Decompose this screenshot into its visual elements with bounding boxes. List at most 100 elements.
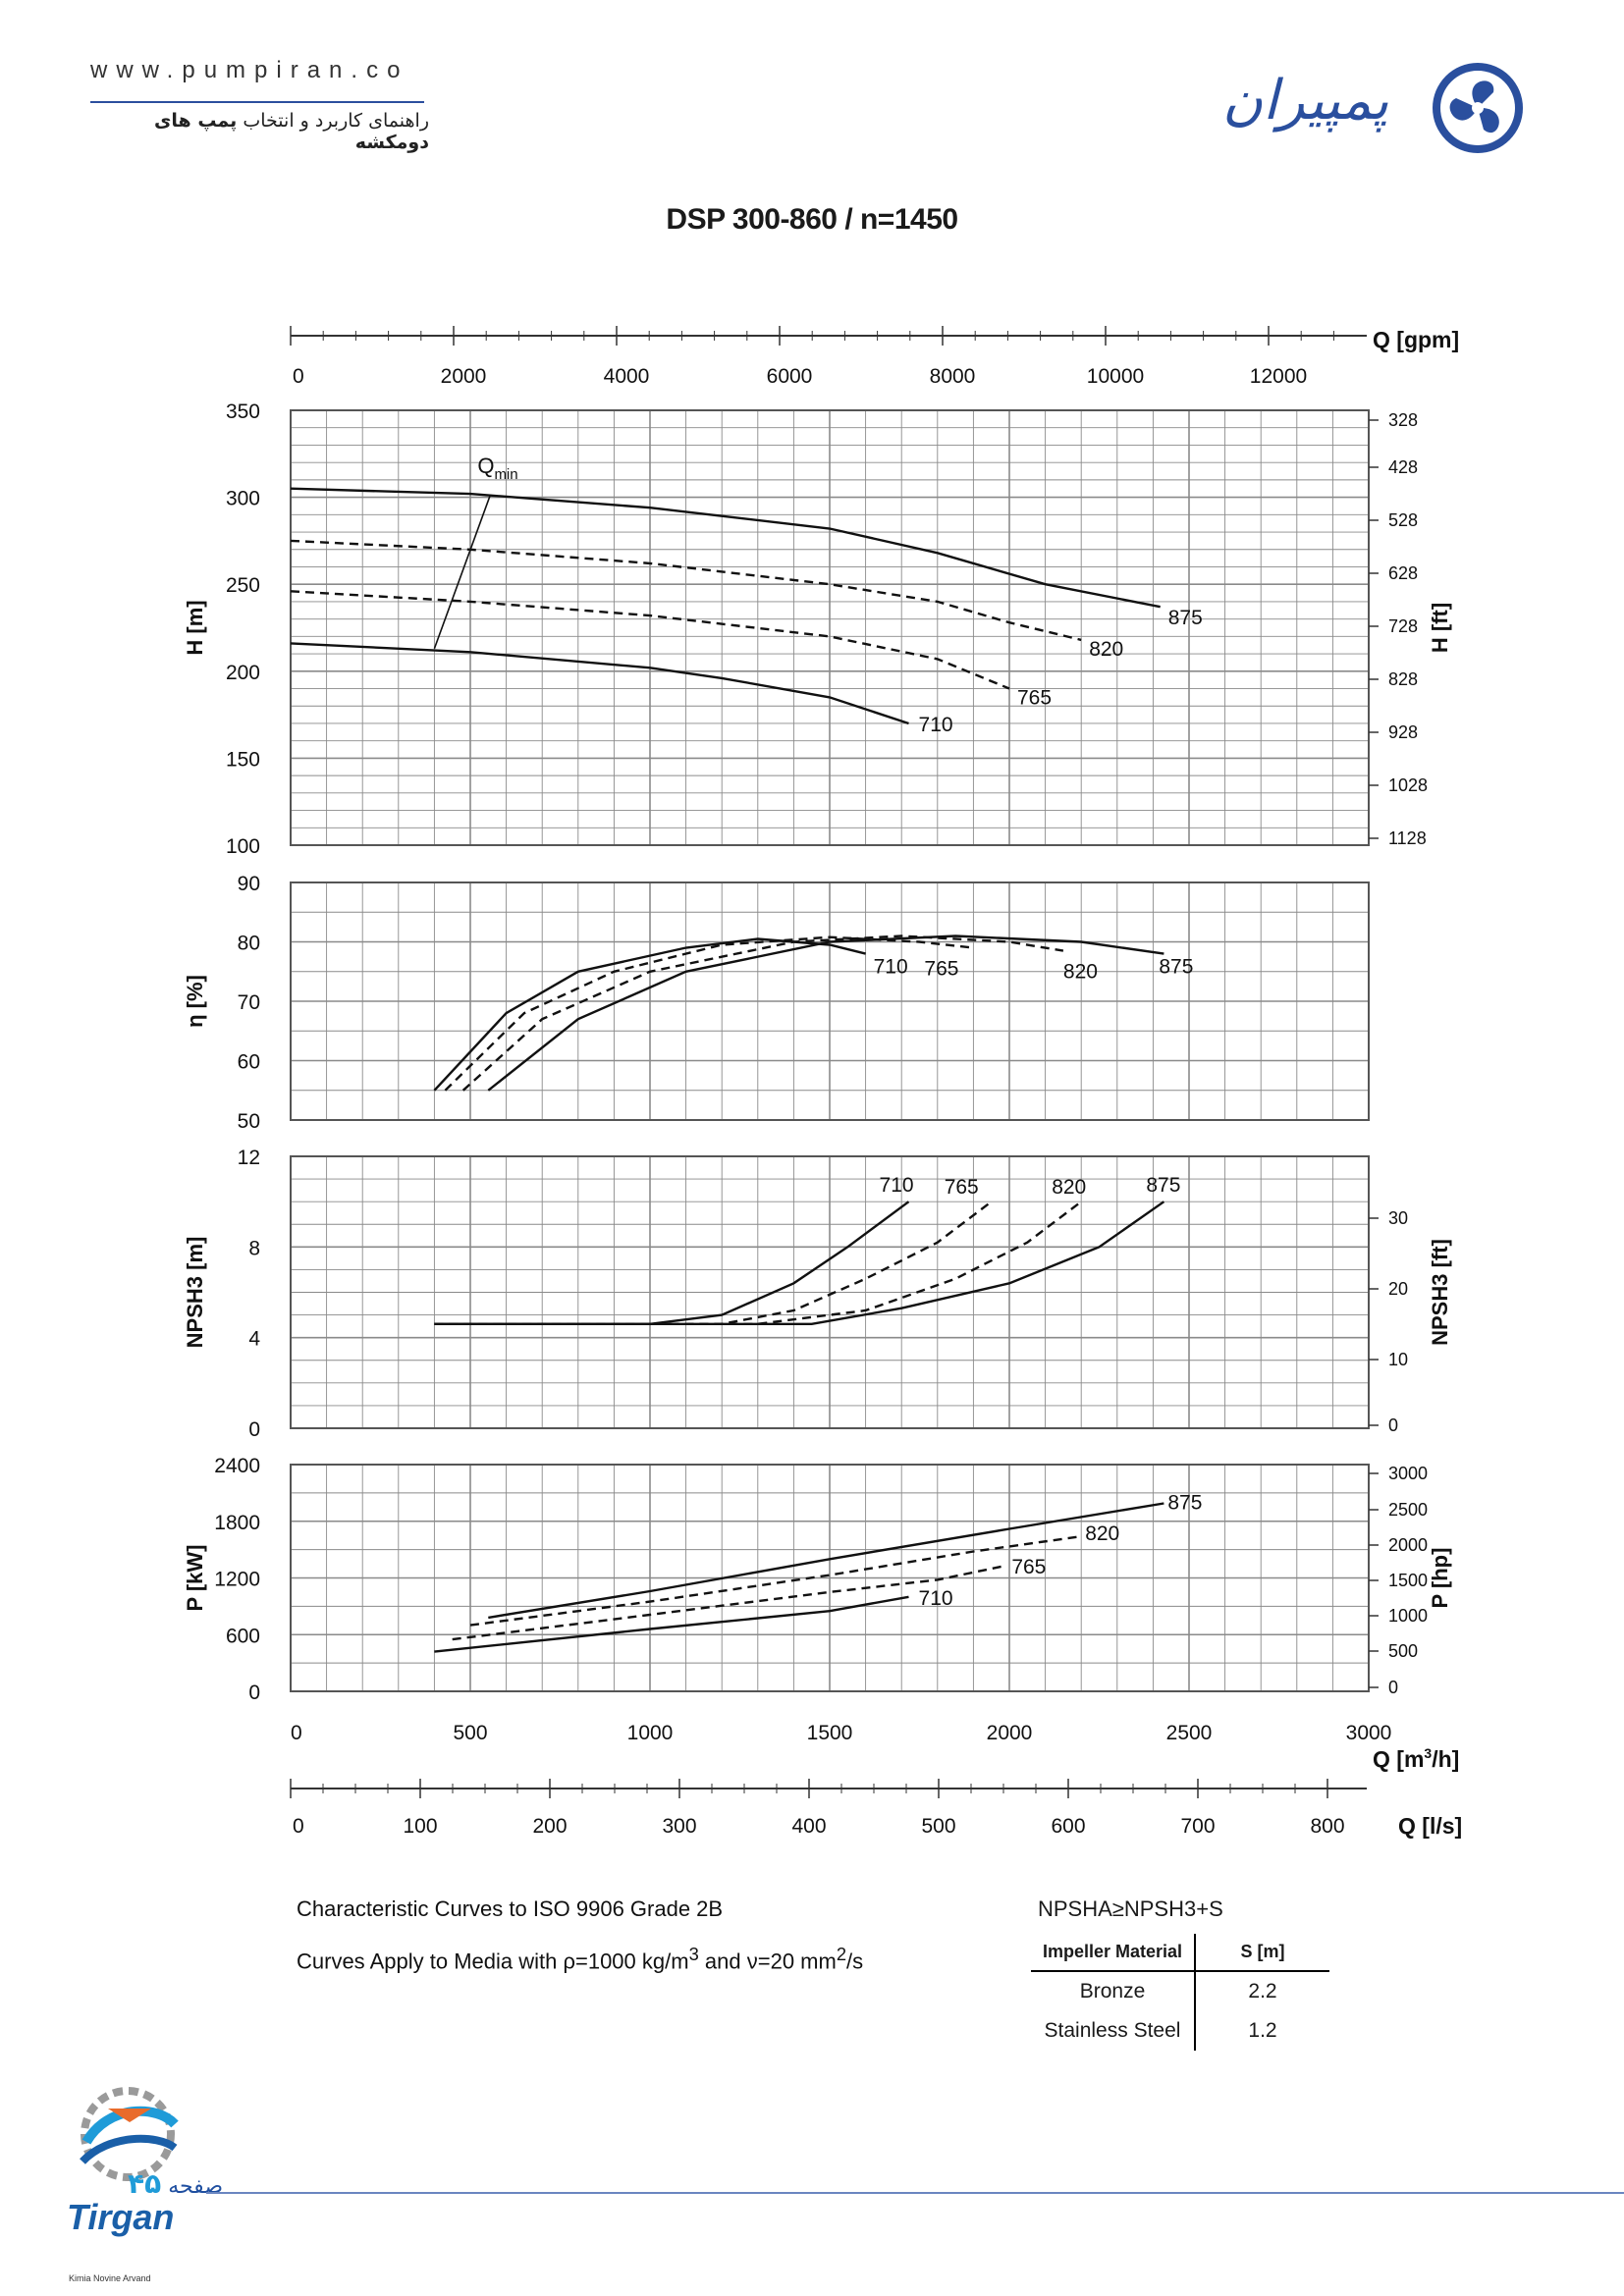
media-note-end: /s	[846, 1949, 864, 1974]
m3h-axis-label: Q [m3/h]	[1373, 1745, 1459, 1772]
y-tick-label: 4	[248, 1328, 260, 1351]
gpm-tick-label: 4000	[604, 365, 650, 388]
series-label-765: 765	[1011, 1556, 1046, 1578]
page-number: صفحه ۴۵	[128, 2167, 223, 2200]
y-tick-label: 1200	[214, 1569, 260, 1591]
gpm-tick-label: 2000	[441, 365, 487, 388]
series-line-875	[290, 487, 1161, 609]
right-tick-label: 828	[1388, 669, 1418, 689]
footer-rule	[206, 2192, 1624, 2194]
tirgan-name: Tirgan	[67, 2197, 175, 2237]
series-label-875: 875	[1167, 1491, 1202, 1514]
header-rule	[90, 101, 424, 103]
qmin-line	[433, 495, 491, 650]
series-line-710	[434, 1201, 910, 1325]
series-label-765: 765	[924, 958, 958, 981]
website-url[interactable]: www.pumpiran.co	[90, 57, 409, 83]
y-tick-label: 350	[226, 400, 260, 423]
series-label-765: 765	[945, 1176, 979, 1199]
right-tick-label: 628	[1388, 563, 1418, 583]
right-tick-label: 928	[1388, 722, 1418, 742]
series-line-765	[290, 590, 1010, 690]
m3h-tick-label: 1000	[627, 1722, 674, 1744]
y-tick-label: 70	[238, 991, 260, 1014]
table-row: Bronze 2.2	[1031, 1971, 1329, 2011]
right-tick-label: 1000	[1388, 1606, 1428, 1626]
ls-tick-label: 700	[1180, 1815, 1215, 1838]
y-tick-label: 80	[238, 933, 260, 955]
series-line-875	[487, 934, 1164, 1092]
media-note-rho: ρ=1000 kg/m	[563, 1949, 689, 1974]
right-tick-label: 20	[1388, 1279, 1408, 1299]
chart-notes: Characteristic Curves to ISO 9906 Grade …	[297, 1896, 863, 1996]
series-label-875: 875	[1146, 1174, 1180, 1197]
ls-axis-label: Q [l/s]	[1398, 1813, 1462, 1839]
header-subtitle-bold: پمپ های دومکشه	[153, 110, 429, 153]
series-label-710: 710	[919, 1587, 953, 1610]
y-tick-label: 300	[226, 488, 260, 510]
iso-note: Characteristic Curves to ISO 9906 Grade …	[297, 1896, 724, 1921]
pumpiran-logo-icon	[1433, 63, 1523, 153]
right-tick-label: 528	[1388, 510, 1418, 530]
y-tick-label: 200	[226, 662, 260, 684]
y-tick-label: 150	[226, 748, 260, 771]
brand-text: پمپیران	[1222, 69, 1389, 133]
gpm-axis-label: Q [gpm]	[1373, 327, 1459, 352]
table-cell-s: 1.2	[1248, 2019, 1277, 2042]
header-subtitle: راهنمای کاربرد و انتخاب پمپ های دومکشه	[90, 110, 429, 153]
ls-tick-label: 100	[403, 1815, 437, 1838]
media-note-a: Curves Apply to Media with	[297, 1949, 558, 1974]
media-note-b: and	[704, 1949, 741, 1974]
m3h-tick-label: 1500	[807, 1722, 853, 1744]
media-note: Curves Apply to Media with ρ=1000 kg/m3 …	[297, 1944, 864, 1974]
ls-tick-label: 500	[921, 1815, 955, 1838]
ls-tick-label: 800	[1310, 1815, 1344, 1838]
right-tick-label: 0	[1388, 1415, 1398, 1435]
m3h-tick-label: 2000	[987, 1722, 1033, 1744]
right-tick-label: 728	[1388, 616, 1418, 636]
right-axis-label: P [hp]	[1428, 1548, 1452, 1609]
panel-frame	[290, 1155, 1370, 1429]
y-tick-label: 60	[238, 1051, 260, 1074]
gpm-tick-label: 6000	[767, 365, 813, 388]
right-tick-label: 2500	[1388, 1500, 1428, 1520]
y-tick-label: 90	[238, 873, 260, 895]
series-line-875	[488, 1502, 1164, 1620]
qmin-label: Qmin	[477, 454, 517, 483]
y-tick-label: 0	[248, 1682, 260, 1704]
tirgan-subtitle: Kimia Novine Arvand	[69, 2273, 151, 2283]
series-line-820	[469, 1535, 1082, 1627]
gpm-tick-label: 0	[293, 365, 304, 388]
y-tick-label: 250	[226, 574, 260, 597]
y-tick-label: 600	[226, 1625, 260, 1647]
chart-title: DSP 300-860 / n=1450	[666, 203, 958, 236]
table-cell-s: 2.2	[1248, 1980, 1277, 2002]
ls-tick-label: 300	[662, 1815, 696, 1838]
y-axis-label: η [%]	[183, 975, 207, 1028]
m3h-tick-label: 3000	[1346, 1722, 1392, 1744]
series-label-820: 820	[1063, 961, 1098, 984]
m3h-tick-label: 500	[453, 1722, 487, 1744]
table-header-s: S [m]	[1195, 1934, 1329, 1972]
right-tick-label: 500	[1388, 1641, 1418, 1661]
y-tick-label: 12	[238, 1147, 260, 1169]
series-line-765	[444, 935, 974, 1092]
header-subtitle-plain: راهنمای کاربرد و انتخاب	[243, 110, 429, 132]
y-axis-label: H [m]	[183, 600, 207, 655]
right-tick-label: 3000	[1388, 1464, 1428, 1483]
series-line-765	[452, 1564, 1006, 1641]
series-line-710	[290, 642, 909, 725]
page-word: صفحه	[168, 2174, 223, 2199]
gpm-tick-label: 12000	[1250, 365, 1307, 388]
table-cell-material: Stainless Steel	[1031, 2011, 1196, 2051]
y-tick-label: 8	[248, 1237, 260, 1259]
series-label-820: 820	[1052, 1176, 1086, 1199]
right-tick-label: 1500	[1388, 1571, 1428, 1590]
table-cell-material: Bronze	[1031, 1971, 1196, 2011]
series-label-820: 820	[1089, 638, 1123, 661]
right-axis-label: H [ft]	[1428, 603, 1452, 653]
series-label-710: 710	[874, 956, 908, 979]
y-axis-label: P [kW]	[183, 1544, 207, 1611]
series-label-875: 875	[1159, 956, 1193, 979]
